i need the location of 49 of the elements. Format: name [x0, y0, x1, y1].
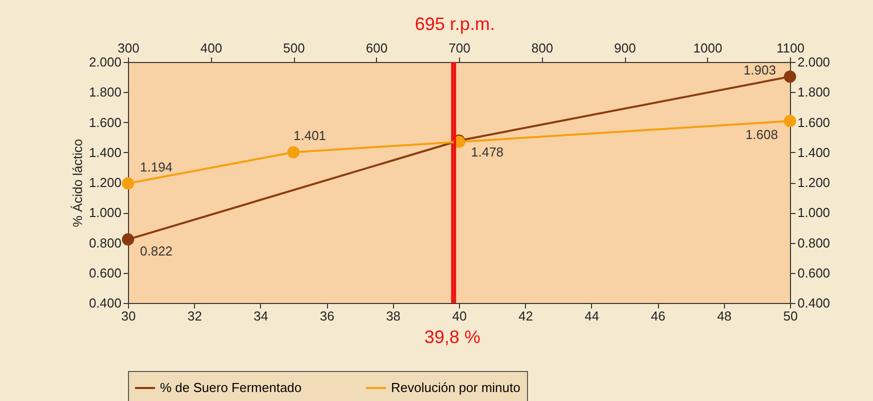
x-tick-label: 32 [187, 308, 202, 324]
x-tick-label: 30 [121, 308, 136, 324]
y-tick-label: 1.000 [88, 205, 122, 220]
y-tick-label: 0.400 [88, 296, 122, 310]
y2-tick-label: 1.000 [798, 205, 830, 220]
legend-label: % de Suero Fermentado [160, 380, 302, 395]
x-tick-label: 34 [254, 308, 268, 324]
x2-tick-label: 800 [531, 40, 554, 56]
y-tick-label: 1.600 [88, 114, 122, 130]
ref-line-label: 695 r.p.m. [414, 14, 495, 34]
y-axis-title: % Ácido láctico [70, 138, 85, 228]
data-label: 1.478 [471, 144, 504, 160]
x-tick-label: 36 [320, 308, 334, 324]
data-label: 1.194 [140, 159, 173, 174]
x2-tick-label: 700 [448, 40, 470, 56]
x2-tick-label: 900 [614, 40, 636, 56]
y2-tick-label: 1.400 [798, 144, 830, 160]
x2-tick-label: 500 [283, 40, 305, 56]
x2-tick-label: 1000 [693, 40, 722, 56]
y2-tick-label: 0.400 [798, 296, 830, 310]
y-tick-label: 1.400 [88, 144, 122, 160]
y-tick-label: 0.600 [88, 265, 122, 280]
data-label: 1.608 [745, 127, 778, 142]
data-label: 0.822 [140, 243, 173, 258]
y-tick-label: 0.800 [88, 235, 122, 250]
y-tick-label: 1.800 [88, 84, 122, 100]
y2-tick-label: 0.600 [798, 265, 830, 280]
x-tick-label: 42 [518, 308, 533, 324]
x2-tick-label: 600 [366, 40, 388, 56]
y2-tick-label: 1.600 [798, 114, 830, 130]
data-label: 1.401 [294, 128, 326, 144]
x2-tick-label: 400 [200, 40, 222, 56]
y2-tick-label: 2.000 [798, 54, 830, 70]
legend-label: Revolución por minuto [391, 380, 520, 395]
x-tick-label: 44 [584, 308, 600, 324]
y2-tick-label: 1.800 [798, 84, 830, 100]
x-tick-label: 40 [452, 308, 467, 324]
y2-tick-label: 0.800 [798, 235, 830, 250]
x-tick-label: 48 [717, 308, 732, 324]
x2-tick-label: 300 [118, 40, 140, 56]
data-label: 1.903 [743, 62, 776, 78]
x-tick-label: 46 [650, 308, 666, 324]
y-tick-label: 1.200 [88, 175, 122, 190]
y-tick-label: 2.000 [88, 54, 122, 70]
x2-tick-label: 1100 [776, 40, 804, 56]
ref-line-label: 39,8 % [424, 327, 480, 347]
y2-tick-label: 1.200 [798, 175, 830, 190]
x-tick-label: 50 [783, 308, 798, 324]
x-tick-label: 38 [386, 308, 401, 324]
